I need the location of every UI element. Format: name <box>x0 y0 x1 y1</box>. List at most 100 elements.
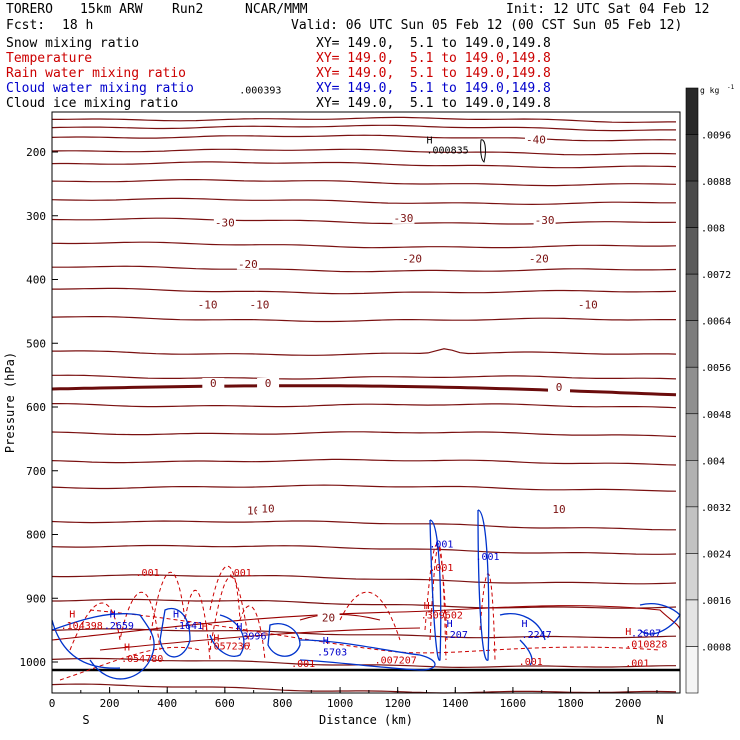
colorbar-tick-label: .0032 <box>701 503 731 514</box>
contour-annotation: .309602 <box>421 611 463 622</box>
cloud-water-contour <box>499 613 546 641</box>
cloud-water-contour <box>159 607 191 658</box>
isotherm-line <box>51 544 677 555</box>
temperature-label: -30 <box>215 216 235 229</box>
colorbar-tick-label: .0096 <box>701 131 731 142</box>
temperature-label: 0 <box>210 377 217 390</box>
x-tick-label: 0 <box>49 697 56 710</box>
isotherm-line <box>51 683 677 694</box>
colorbar-segment <box>685 413 699 461</box>
temperature-label: -20 <box>238 258 258 271</box>
colorbar-segment <box>685 646 699 694</box>
isotherm-zero-line <box>51 384 677 397</box>
colorbar-tick-label: .0008 <box>701 642 731 653</box>
temperature-label-bg <box>236 258 259 270</box>
contour-annotation: .104398 <box>61 621 103 632</box>
contour-annotation: H <box>447 619 453 630</box>
temperature-label: 10 <box>247 504 260 517</box>
contour-annotation: .001 <box>475 552 499 563</box>
header-init: Init: 12 UTC Sat 04 Feb 12 <box>506 2 710 17</box>
temperature-label-bg <box>257 503 280 515</box>
contour-annotation: H <box>110 609 116 620</box>
x-tick-label: 800 <box>273 697 293 710</box>
legend-name-cloud-ice: Cloud ice mixing ratio <box>6 96 179 111</box>
y-tick-label: 600 <box>26 401 46 414</box>
legend-xy-cloud-ice: XY= 149.0, 5.1 to 149.0,149.8 <box>316 96 551 111</box>
temperature-label: 10 <box>552 503 565 516</box>
cloud-water-contour <box>429 519 442 661</box>
colorbar-segment <box>685 134 699 182</box>
isotherm-line <box>51 179 677 187</box>
isotherm-line <box>52 265 677 273</box>
contour-annotation: .001 <box>429 539 453 550</box>
rain-contour <box>424 543 448 641</box>
temperature-label: -20 <box>402 253 422 266</box>
contour-annotation: H <box>522 619 528 630</box>
contour-annotation: H <box>202 622 208 633</box>
temperature-low-contour <box>299 613 381 621</box>
colorbar-segment <box>685 599 699 647</box>
temperature-label: 0 <box>556 381 563 394</box>
header-run: Run2 <box>172 2 204 17</box>
temperature-label-bg <box>392 212 415 224</box>
contour-labels: -40-30 -30 -30-20 -20 -20-10 -10 -100 0 010 10 102… <box>61 85 668 670</box>
colorbar-segment <box>685 320 699 368</box>
isotherm-line <box>51 134 677 142</box>
rain-contour <box>209 565 266 661</box>
colorbar-unit-exponent: -1 <box>727 84 735 91</box>
rain-contour <box>69 592 161 651</box>
x-tick-label: 1400 <box>442 697 469 710</box>
contour-annotation: .054780 <box>121 654 163 665</box>
legend-xy-snow: XY= 149.0, 5.1 to 149.0,149.8 <box>316 36 551 51</box>
temperature-label: -20 <box>529 253 549 266</box>
contour-annotation: .1641 <box>173 621 203 632</box>
x-tick-label: 2000 <box>615 697 642 710</box>
colorbar-tick-label: .0056 <box>701 363 731 374</box>
colorbar-unit: g kg <box>700 86 719 95</box>
header-model: TORERO <box>6 2 53 17</box>
x-tick-label: 200 <box>100 697 120 710</box>
isotherm-line <box>51 520 676 531</box>
colorbar: .0096 .0088 .008 .0072 .0064 .0056 .0048 .004 .0… <box>685 84 735 694</box>
contour-annotation: .010828 <box>625 639 667 650</box>
header-fcst-label: Fcst: <box>6 18 46 33</box>
isotherm-line <box>52 598 677 609</box>
isotherm-line <box>51 124 676 132</box>
temperature-low-contour <box>51 605 681 641</box>
contour-annotation: .2247 <box>522 630 552 641</box>
x-end-label-south: S <box>82 713 89 727</box>
legend-xy-temperature: XY= 149.0, 5.1 to 149.0,149.8 <box>316 51 551 66</box>
isotherm-line <box>51 431 677 438</box>
contour-annotation: .2659 <box>104 621 134 632</box>
temperature-label: -10 <box>249 299 269 312</box>
legend-xy-cloud-water: XY= 149.0, 5.1 to 149.0,149.8 <box>316 81 551 96</box>
colorbar-segment <box>685 553 699 601</box>
x-tick-label: 1600 <box>500 697 527 710</box>
rain-contour <box>479 573 496 661</box>
colorbar-tick-label: .0016 <box>701 596 731 607</box>
legend-name-temperature: Temperature <box>6 51 93 66</box>
contour-annotation: .207 <box>444 630 468 641</box>
contour-annotation: .001 <box>429 563 453 574</box>
temperature-label-bg <box>524 134 547 146</box>
chart-axes: 0 200 400 600 800 1000 1200 1400 1600 1800 2000200… <box>3 111 681 727</box>
x-tick-label: 1200 <box>384 697 411 710</box>
temperature-label-bg <box>202 377 225 389</box>
colorbar-segment <box>685 460 699 508</box>
isotherm-line <box>51 148 677 156</box>
colorbar-tick-label: .0024 <box>701 549 731 560</box>
isotherm-line <box>52 287 677 295</box>
cloud-water-contour <box>519 639 533 666</box>
temperature-label-bg <box>196 299 219 311</box>
legend-name-rain: Rain water mixing ratio <box>6 66 187 81</box>
temperature-label-bg <box>548 381 571 393</box>
colorbar-tick-label: .004 <box>701 456 725 467</box>
isotherm-line <box>52 348 677 356</box>
colorbar-tick-label: .0048 <box>701 410 731 421</box>
header-fcst-value: 18 h <box>62 18 94 33</box>
precipitation-contours <box>51 139 681 681</box>
isotherm-line <box>51 197 676 206</box>
isotherm-line <box>51 241 677 249</box>
contour-annotation: H <box>625 627 631 638</box>
